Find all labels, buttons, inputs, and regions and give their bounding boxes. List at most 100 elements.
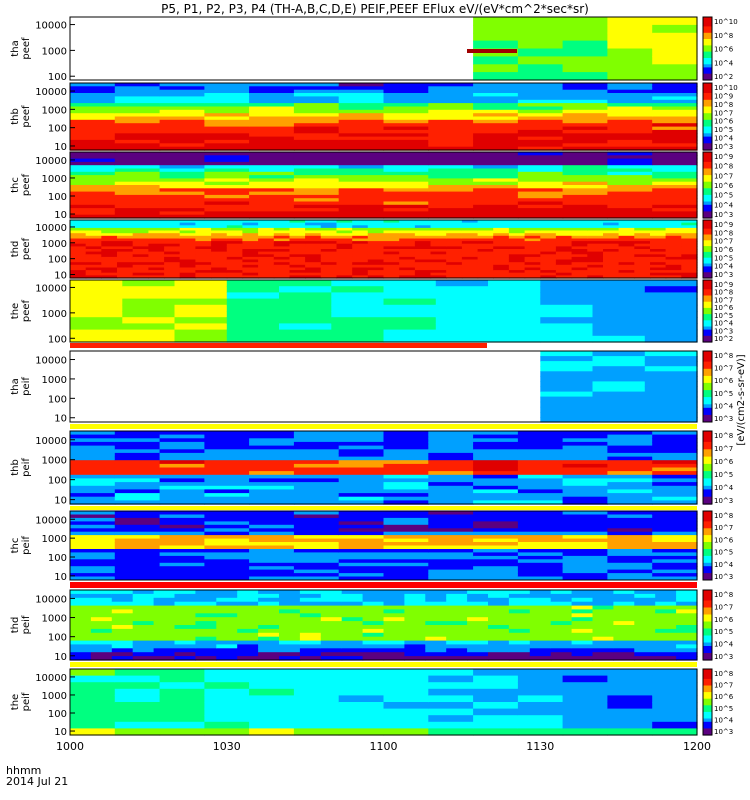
cell (562, 161, 608, 166)
y-tick-label: 100 (48, 553, 67, 564)
cell (555, 272, 573, 276)
cell (293, 175, 340, 179)
cell (473, 528, 519, 533)
cell (70, 549, 116, 553)
cell (289, 246, 306, 250)
cell (399, 272, 416, 276)
cell (650, 262, 667, 266)
cell (430, 225, 447, 229)
cell (336, 222, 353, 226)
cell (320, 656, 343, 661)
cell (338, 566, 385, 571)
cell (70, 621, 92, 626)
cell (652, 431, 698, 436)
cell (242, 270, 259, 274)
cell (607, 566, 653, 571)
cell (362, 605, 385, 611)
cell (428, 535, 474, 540)
y-tick-label: 100 (48, 633, 67, 644)
cell (414, 246, 432, 250)
cell (179, 241, 196, 245)
cell (320, 652, 343, 657)
cell (473, 155, 519, 160)
cell (473, 728, 519, 736)
colorbar-frame (702, 350, 713, 423)
cell (352, 238, 369, 242)
colorbar-swatch (703, 326, 712, 331)
cell (85, 264, 102, 268)
cell (607, 511, 653, 515)
cell (644, 366, 698, 372)
cell (70, 155, 116, 160)
cell (226, 311, 280, 318)
cell (299, 632, 322, 638)
cell (592, 376, 646, 383)
cell (652, 559, 698, 564)
cell (249, 204, 295, 209)
cell (289, 238, 306, 242)
cell (517, 445, 564, 450)
cell (293, 576, 340, 581)
cell (204, 675, 250, 683)
cell (114, 214, 161, 219)
colorbar-tick-label: 10^8 (714, 352, 733, 360)
cell (211, 264, 228, 268)
cell (338, 695, 385, 703)
cell (508, 259, 526, 263)
colorbar-swatch (703, 524, 712, 529)
cell (587, 267, 604, 271)
cell (607, 191, 653, 196)
cell (461, 243, 479, 247)
cell (211, 243, 228, 247)
cell (613, 625, 635, 630)
cell (70, 103, 116, 108)
cell (517, 158, 564, 163)
cell (428, 126, 474, 131)
cell (216, 625, 238, 630)
cell (428, 566, 474, 571)
cell (461, 227, 479, 232)
cell (613, 593, 635, 599)
y-tick-label: 10 (54, 727, 67, 738)
cell (132, 238, 149, 242)
cell (70, 178, 116, 183)
cell (204, 573, 250, 578)
cell (383, 275, 400, 279)
cell (211, 256, 228, 261)
cell (681, 264, 698, 268)
cell (132, 243, 149, 247)
cell (529, 597, 552, 603)
cell (592, 280, 646, 287)
cell (101, 262, 118, 266)
cell (383, 222, 400, 226)
cell (179, 270, 196, 274)
cell (305, 254, 322, 258)
cell (428, 702, 474, 710)
cell (508, 601, 531, 607)
cell (338, 675, 385, 683)
colorbar-swatch (703, 320, 712, 324)
y-axis-label: thc (10, 177, 21, 193)
cell (652, 528, 698, 533)
cell (279, 609, 301, 614)
cell (488, 311, 541, 318)
cell (488, 652, 510, 657)
cell (117, 254, 134, 258)
cell (540, 317, 594, 324)
cell (320, 254, 338, 258)
cell (383, 467, 429, 472)
cell (341, 590, 364, 595)
cell (204, 482, 250, 487)
cell (153, 617, 176, 622)
cell (383, 535, 429, 540)
cell (562, 72, 608, 81)
colorbar-swatch (703, 511, 712, 515)
cell (174, 640, 196, 646)
colorbar-swatch (703, 489, 712, 494)
cell (211, 254, 228, 258)
cell (652, 171, 698, 176)
cell (655, 640, 677, 646)
colorbar-swatch (703, 67, 712, 72)
cell (352, 270, 369, 274)
cell (352, 272, 369, 276)
